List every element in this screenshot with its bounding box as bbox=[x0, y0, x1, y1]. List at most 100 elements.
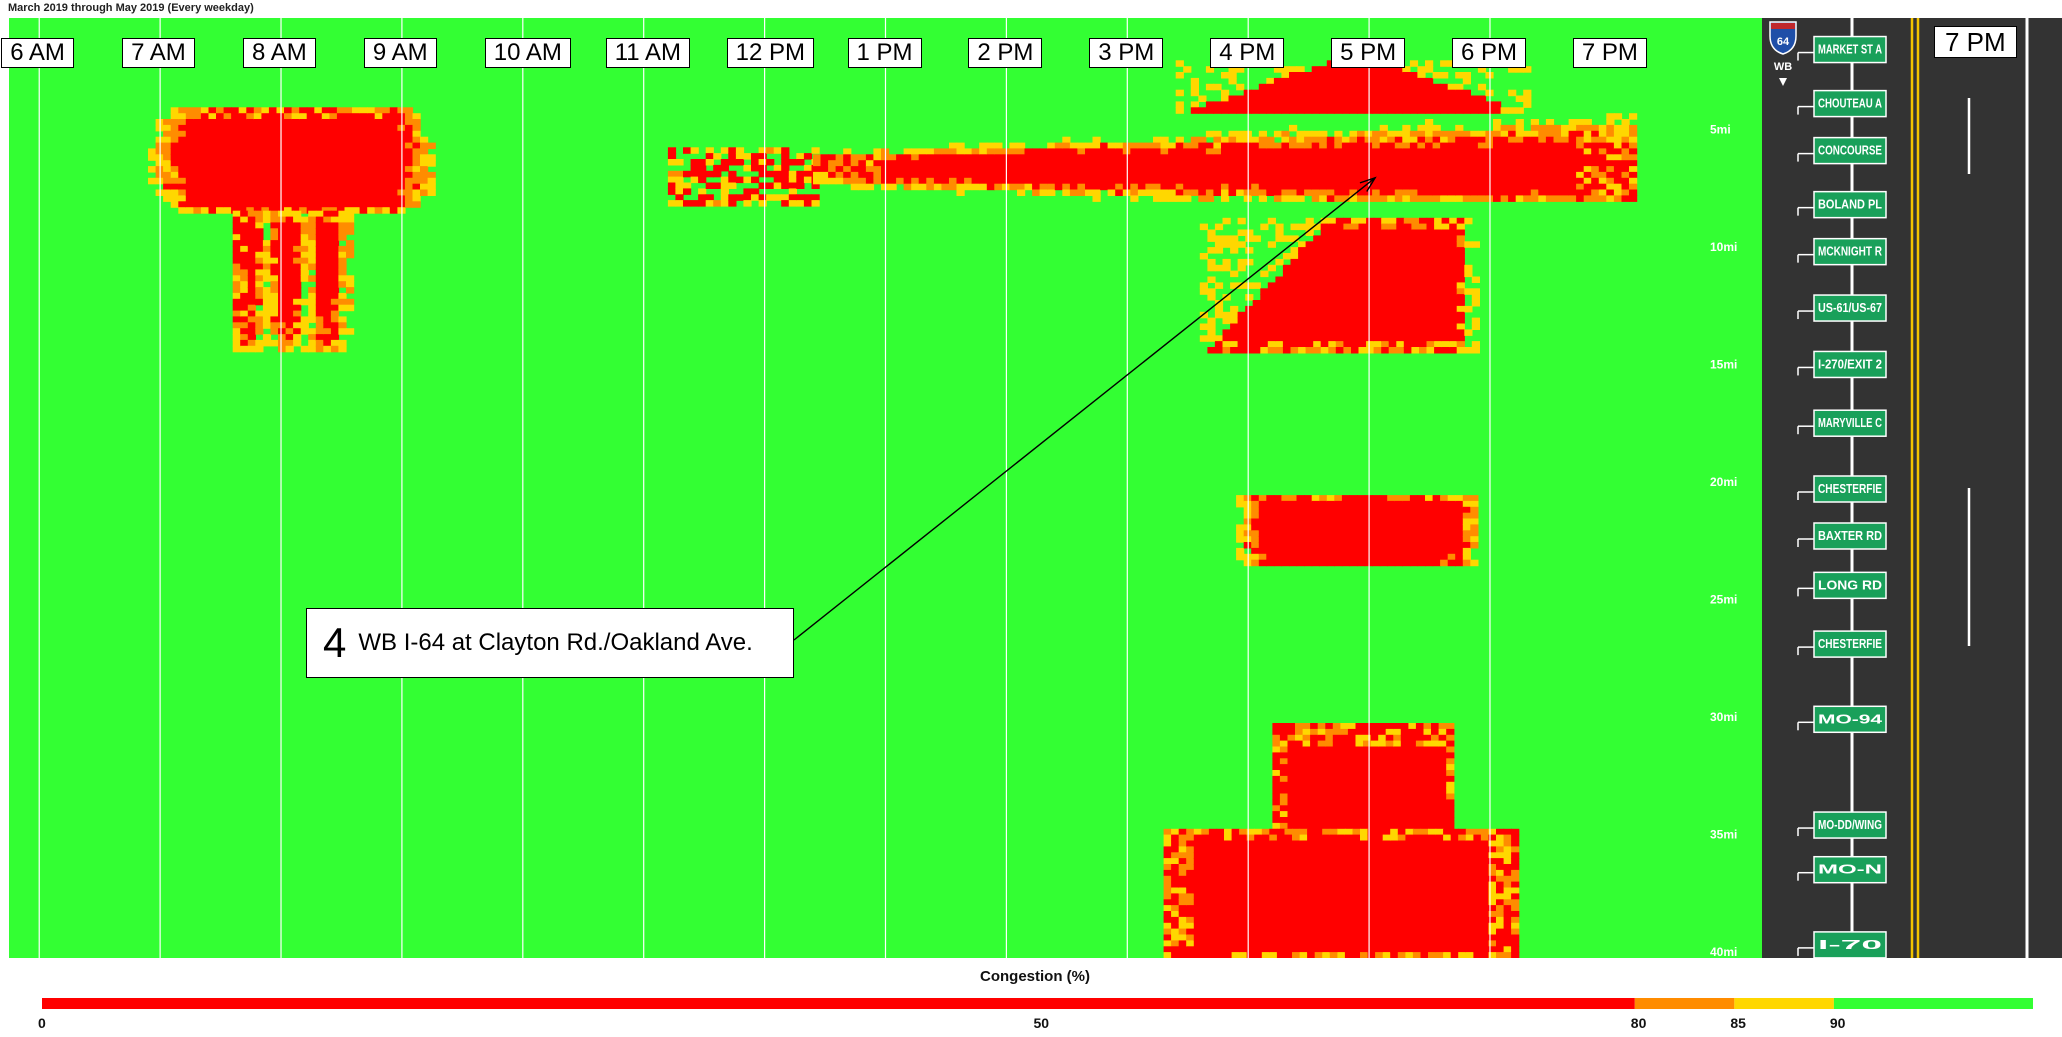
heat-cell bbox=[1334, 177, 1343, 185]
heat-cell bbox=[270, 228, 279, 235]
heat-cell bbox=[1349, 530, 1358, 537]
heat-cell bbox=[1168, 154, 1177, 161]
heat-cell bbox=[1493, 183, 1502, 191]
heat-cell bbox=[1441, 335, 1450, 342]
heat-cell bbox=[338, 304, 347, 312]
heat-cell bbox=[336, 166, 346, 173]
heat-cell bbox=[1236, 83, 1245, 91]
heat-cell bbox=[1115, 160, 1124, 167]
heat-cell bbox=[247, 257, 256, 265]
heat-cell bbox=[1228, 148, 1237, 155]
heat-cell bbox=[1236, 66, 1245, 73]
heat-cell bbox=[261, 124, 270, 132]
heat-cell bbox=[1378, 775, 1387, 783]
heat-cell bbox=[1258, 154, 1267, 161]
heat-cell bbox=[278, 269, 287, 276]
heat-cell bbox=[238, 171, 247, 179]
heat-cell bbox=[374, 177, 383, 185]
heat-cell bbox=[1085, 171, 1094, 179]
heat-cell bbox=[1295, 746, 1304, 753]
heat-cell bbox=[1273, 148, 1283, 155]
heat-cell bbox=[1441, 276, 1450, 283]
heat-cell bbox=[291, 177, 300, 185]
heat-cell bbox=[1077, 154, 1086, 161]
heat-cell bbox=[1381, 300, 1390, 307]
heat-cell bbox=[1319, 95, 1328, 102]
heat-cell bbox=[1272, 740, 1281, 748]
heat-cell bbox=[1216, 864, 1225, 871]
heat-cell bbox=[330, 292, 340, 300]
heat-cell bbox=[1231, 846, 1240, 853]
heat-cell bbox=[1598, 124, 1607, 132]
heat-cell bbox=[178, 166, 187, 173]
heat-cell bbox=[1508, 166, 1517, 173]
heat-cell bbox=[1394, 171, 1403, 179]
heat-cell bbox=[1163, 934, 1172, 941]
heat-cell bbox=[1409, 154, 1419, 161]
heat-cell bbox=[240, 263, 249, 271]
heat-cell bbox=[193, 148, 202, 155]
heat-cell bbox=[1266, 512, 1275, 520]
heat-cell bbox=[1351, 223, 1360, 231]
heat-cell bbox=[1372, 101, 1381, 108]
heat-cell bbox=[1334, 500, 1343, 508]
heat-cell bbox=[1171, 881, 1180, 889]
heat-cell bbox=[1394, 130, 1403, 138]
heat-cell bbox=[170, 195, 179, 202]
heat-cell bbox=[1417, 177, 1426, 185]
heat-cell bbox=[262, 263, 272, 271]
heat-cell bbox=[1190, 177, 1199, 185]
heat-cell bbox=[1269, 952, 1278, 958]
heat-cell bbox=[1017, 160, 1026, 167]
heat-cell bbox=[315, 240, 324, 247]
heat-cell bbox=[1304, 518, 1313, 525]
heat-cell bbox=[1178, 864, 1187, 871]
heat-cell bbox=[148, 148, 157, 155]
heat-cell bbox=[374, 189, 383, 196]
heat-cell bbox=[1500, 177, 1509, 185]
heat-cell bbox=[253, 136, 262, 144]
heat-cell bbox=[1275, 288, 1284, 295]
heat-cell bbox=[1434, 258, 1443, 266]
heat-cell bbox=[1335, 282, 1344, 289]
heat-cell bbox=[1561, 136, 1570, 144]
heat-cell bbox=[1319, 530, 1328, 537]
heat-cell bbox=[1284, 858, 1293, 865]
heat-cell bbox=[1092, 189, 1101, 196]
heat-cell bbox=[1190, 77, 1199, 85]
heat-cell bbox=[1245, 235, 1254, 242]
heat-cell bbox=[170, 201, 179, 208]
heat-cell bbox=[359, 124, 368, 132]
heat-cell bbox=[1163, 875, 1172, 883]
heat-cell bbox=[1145, 154, 1154, 161]
heat-cell bbox=[1334, 512, 1343, 520]
heat-cell bbox=[1269, 846, 1278, 853]
heat-cell bbox=[253, 166, 262, 173]
heat-cell bbox=[1251, 142, 1260, 150]
heat-cell bbox=[293, 216, 302, 224]
heat-cell bbox=[1216, 887, 1225, 894]
heat-cell bbox=[1358, 223, 1367, 231]
heat-cell bbox=[367, 166, 376, 173]
heat-cell bbox=[1178, 899, 1187, 906]
heat-cell bbox=[1281, 542, 1290, 549]
heat-cell bbox=[1432, 553, 1441, 561]
heat-cell bbox=[858, 183, 867, 191]
heat-cell bbox=[1349, 177, 1358, 185]
heat-cell bbox=[315, 345, 324, 353]
heat-cell bbox=[231, 201, 240, 208]
heat-cell bbox=[1251, 148, 1260, 155]
heat-cell bbox=[1372, 160, 1381, 167]
heat-cell bbox=[1171, 846, 1180, 853]
heat-cell bbox=[1276, 869, 1286, 877]
heat-cell bbox=[1304, 183, 1313, 191]
heat-cell bbox=[300, 328, 309, 335]
heat-cell bbox=[1545, 130, 1555, 138]
heat-cell bbox=[1281, 518, 1290, 525]
heat-cell bbox=[1545, 136, 1555, 144]
heat-cell bbox=[1598, 142, 1607, 150]
heat-cell bbox=[1613, 195, 1623, 202]
heat-cell bbox=[329, 195, 338, 202]
heat-cell bbox=[986, 171, 995, 179]
heat-cell bbox=[1576, 171, 1585, 179]
